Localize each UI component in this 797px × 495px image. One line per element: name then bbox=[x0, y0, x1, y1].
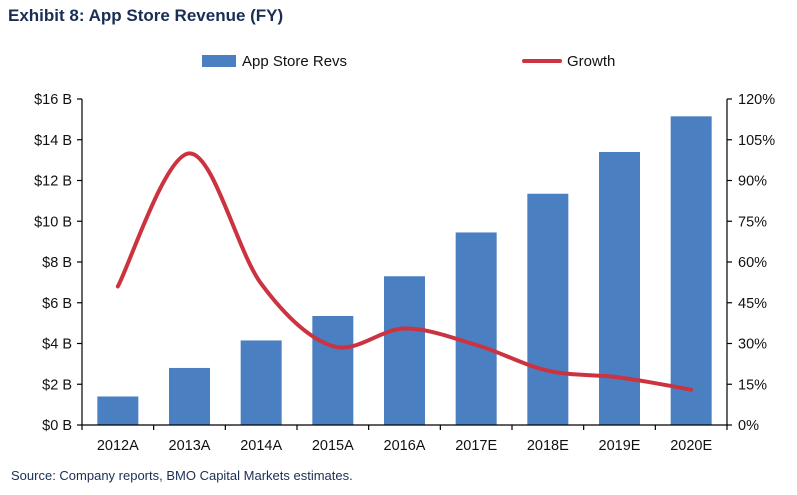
right-tick-label: 0% bbox=[738, 418, 759, 434]
legend-label-bar: App Store Revs bbox=[242, 53, 347, 70]
tick-labels: $0 B $2 B $4 B $6 B $8 B $10 B $12 B $14 B $16 B… bbox=[34, 92, 775, 454]
left-tick-label: $10 B bbox=[34, 214, 72, 230]
right-tick-label: 45% bbox=[738, 296, 767, 312]
right-tick-label: 120% bbox=[738, 92, 775, 108]
right-tick-label: 90% bbox=[738, 174, 767, 190]
left-tick-label: $14 B bbox=[34, 133, 72, 149]
right-tick-label: 15% bbox=[738, 377, 767, 393]
left-tick-label: $12 B bbox=[34, 174, 72, 190]
bar-2013A bbox=[169, 367, 210, 425]
bar-2020E bbox=[670, 116, 712, 425]
x-tick-label: 2016A bbox=[384, 438, 426, 454]
x-tick-label: 2012A bbox=[97, 438, 139, 454]
left-tick-label: $2 B bbox=[42, 377, 72, 393]
right-tick-label: 60% bbox=[738, 255, 767, 271]
x-tick-label: 2014A bbox=[240, 438, 282, 454]
bar-2014A bbox=[240, 340, 282, 425]
x-tick-label: 2018E bbox=[527, 438, 569, 454]
x-tick-label: 2020E bbox=[670, 438, 712, 454]
bar-2017E bbox=[455, 232, 497, 425]
legend: App Store Revs Growth bbox=[202, 53, 615, 70]
legend-label-line: Growth bbox=[567, 53, 615, 70]
line-series bbox=[115, 151, 694, 392]
chart-title: Exhibit 8: App Store Revenue (FY) bbox=[8, 6, 284, 25]
right-tick-label: 75% bbox=[738, 214, 767, 230]
left-tick-label: $6 B bbox=[42, 296, 72, 312]
x-tick-label: 2013A bbox=[169, 438, 211, 454]
bar-2019E bbox=[599, 151, 640, 425]
left-tick-label: $0 B bbox=[42, 418, 72, 434]
right-tick-label: 105% bbox=[738, 133, 775, 149]
axes bbox=[77, 98, 732, 430]
source-note: Source: Company reports, BMO Capital Mar… bbox=[11, 468, 353, 483]
growth-line bbox=[115, 151, 694, 392]
bar-2016A bbox=[384, 276, 425, 425]
left-tick-label: $8 B bbox=[42, 255, 72, 271]
x-tick-label: 2015A bbox=[312, 438, 354, 454]
left-tick-label: $4 B bbox=[42, 337, 72, 353]
left-tick-label: $16 B bbox=[34, 92, 72, 108]
bar-2012A bbox=[97, 396, 139, 425]
x-tick-label: 2019E bbox=[599, 438, 641, 454]
bar-2015A bbox=[312, 315, 354, 425]
right-tick-label: 30% bbox=[738, 337, 767, 353]
x-tick-label: 2017E bbox=[455, 438, 497, 454]
bar-series bbox=[97, 116, 712, 425]
legend-swatch-bar bbox=[202, 55, 236, 67]
bar-2018E bbox=[527, 193, 569, 425]
